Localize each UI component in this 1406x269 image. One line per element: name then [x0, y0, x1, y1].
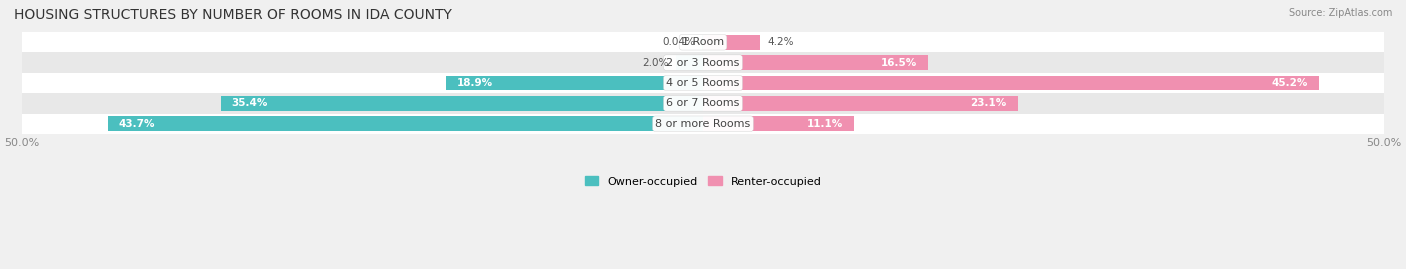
Bar — [21, 114, 1385, 134]
Bar — [703, 35, 761, 49]
Text: 8 or more Rooms: 8 or more Rooms — [655, 119, 751, 129]
Text: 4.2%: 4.2% — [768, 37, 793, 47]
Bar — [21, 93, 1385, 114]
Bar — [21, 73, 1385, 93]
Text: 43.7%: 43.7% — [118, 119, 155, 129]
Text: 35.4%: 35.4% — [232, 98, 269, 108]
Bar — [703, 116, 855, 131]
Bar — [676, 55, 703, 70]
Text: 2 or 3 Rooms: 2 or 3 Rooms — [666, 58, 740, 68]
Text: 16.5%: 16.5% — [880, 58, 917, 68]
Legend: Owner-occupied, Renter-occupied: Owner-occupied, Renter-occupied — [585, 176, 821, 186]
Text: 11.1%: 11.1% — [807, 119, 844, 129]
Bar — [21, 32, 1385, 52]
Bar — [21, 52, 1385, 73]
Text: HOUSING STRUCTURES BY NUMBER OF ROOMS IN IDA COUNTY: HOUSING STRUCTURES BY NUMBER OF ROOMS IN… — [14, 8, 451, 22]
Text: 45.2%: 45.2% — [1271, 78, 1308, 88]
Text: 18.9%: 18.9% — [457, 78, 492, 88]
Text: 23.1%: 23.1% — [970, 98, 1007, 108]
Text: 1 Room: 1 Room — [682, 37, 724, 47]
Text: Source: ZipAtlas.com: Source: ZipAtlas.com — [1288, 8, 1392, 18]
Text: 4 or 5 Rooms: 4 or 5 Rooms — [666, 78, 740, 88]
Bar — [446, 76, 703, 90]
Bar — [703, 55, 928, 70]
Bar — [108, 116, 703, 131]
Text: 2.0%: 2.0% — [643, 58, 669, 68]
Text: 6 or 7 Rooms: 6 or 7 Rooms — [666, 98, 740, 108]
Text: 0.04%: 0.04% — [662, 37, 696, 47]
Bar — [703, 76, 1319, 90]
Bar — [703, 96, 1018, 111]
Bar — [221, 96, 703, 111]
